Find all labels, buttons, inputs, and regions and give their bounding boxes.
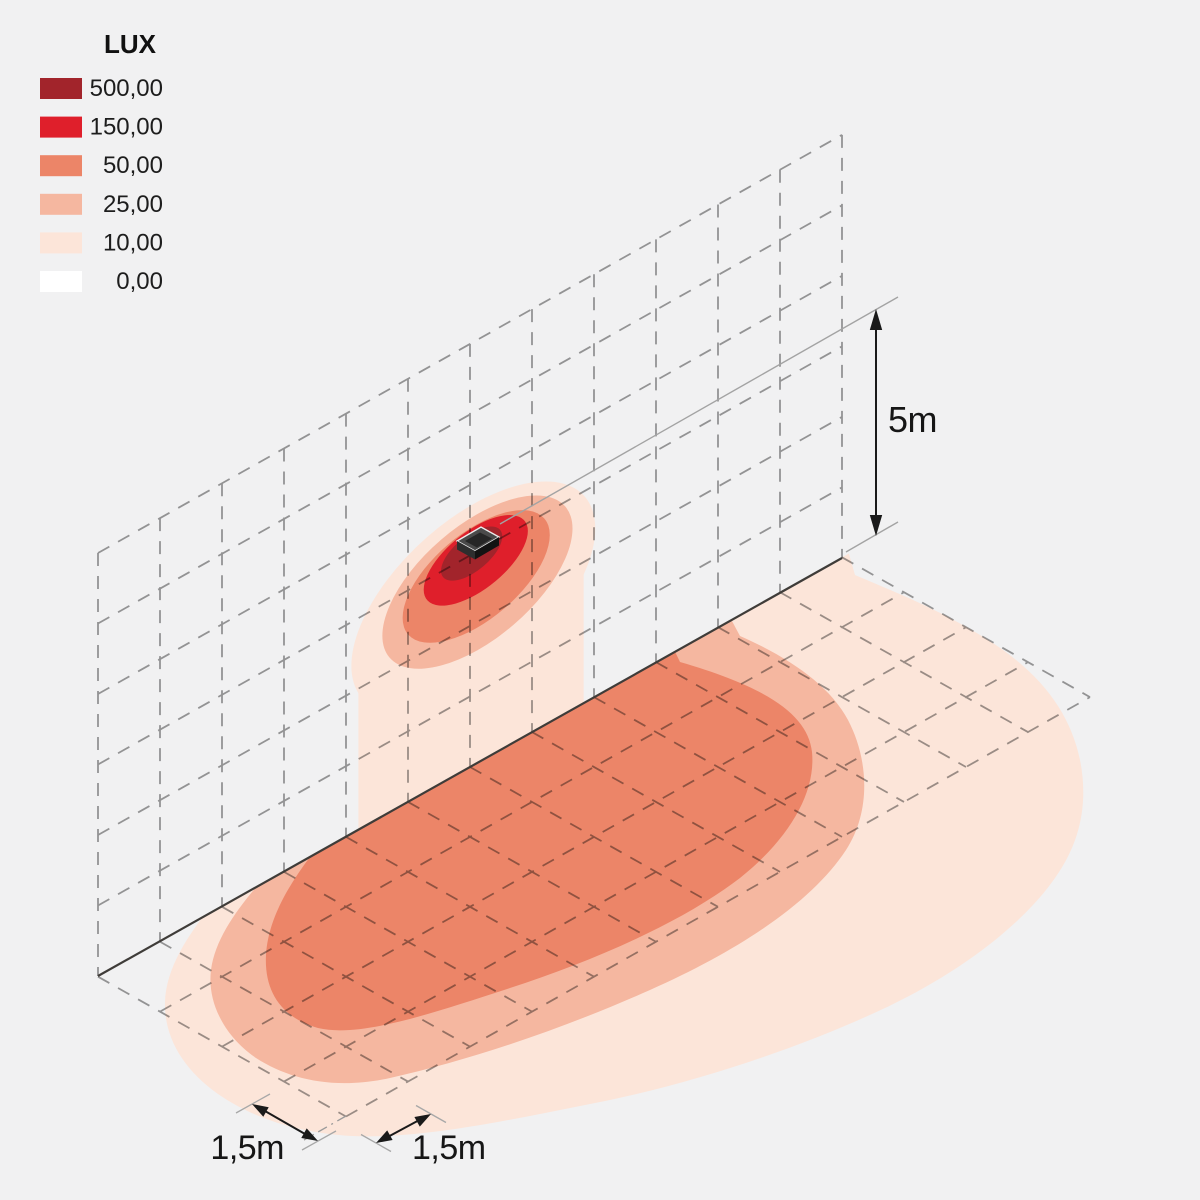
extension-tick [301,1130,337,1151]
legend-value-0: 0,00 [116,268,163,295]
leader-top [499,296,899,525]
legend-value-50: 50,00 [103,152,163,179]
arrow-up-icon [869,309,883,330]
arrow-upleft-icon [252,1104,269,1117]
grid-line [97,416,843,836]
extension-tick [235,1093,271,1114]
height-dimension: 5m [499,296,938,553]
grid-line [97,275,843,695]
cell-depth-label: 1,5m [210,1129,284,1167]
grid-line [97,486,843,907]
grid-line [97,134,843,554]
floor-pool-50lux [265,600,813,1031]
grid-line [841,556,1091,698]
grid-line [283,871,533,1013]
cell-width-label: 1,5m [412,1129,486,1167]
floor-grid [97,556,1091,1118]
fixture-left-face [457,541,475,560]
legend-row-500: 500,00 [40,75,163,102]
width-arrow-shaft [383,1117,424,1140]
grid-line [531,731,781,873]
arrow-upright-icon [414,1114,431,1127]
arrow-downright-icon [301,1128,318,1141]
legend-swatch-25 [40,193,82,215]
wall-floor-edge [97,557,843,977]
arrow-downleft-icon [376,1130,393,1143]
legend-title: LUX [104,29,157,59]
grid-line [159,940,409,1083]
fixture-front-face [475,537,499,560]
grid-line [97,975,347,1118]
lux-legend: LUX 500,00 150,00 50,00 25,00 10,00 0,00 [40,29,163,295]
legend-row-50: 50,00 [40,152,163,179]
legend-row-0: 0,00 [40,268,163,295]
grid-corner-stub [303,1115,347,1141]
grid-line [345,836,595,978]
legend-swatch-10 [40,232,82,254]
legend-value-150: 150,00 [90,114,163,141]
floor-light-pools [164,540,1084,1137]
wall-grid [97,134,843,976]
legend-swatch-500 [40,78,82,99]
fixture-inner-panel [465,532,492,548]
legend-swatch-0 [40,271,82,292]
luminaire-fixture [455,526,501,560]
legend-row-10: 10,00 [40,229,163,256]
grid-line [593,696,843,838]
grid-line [779,591,1029,733]
height-dimension-label: 5m [888,399,937,440]
legend-value-25: 25,00 [103,191,163,218]
grid-line [717,626,967,768]
legend-swatch-50 [40,155,82,177]
legend-swatch-150 [40,116,82,138]
legend-row-25: 25,00 [40,191,163,218]
arrow-down-icon [869,515,883,536]
grid-line [97,204,843,625]
depth-arrow-shaft [257,1106,313,1139]
cell-dimensions: 1,5m 1,5m [210,1093,486,1167]
legend-value-10: 10,00 [103,229,163,256]
grid-line [221,906,471,1048]
grid-line [407,801,657,943]
grid-line [655,661,905,803]
grid-line [469,766,719,908]
leader-bottom [845,521,899,553]
legend-row-150: 150,00 [40,114,163,141]
legend-value-500: 500,00 [90,75,163,102]
